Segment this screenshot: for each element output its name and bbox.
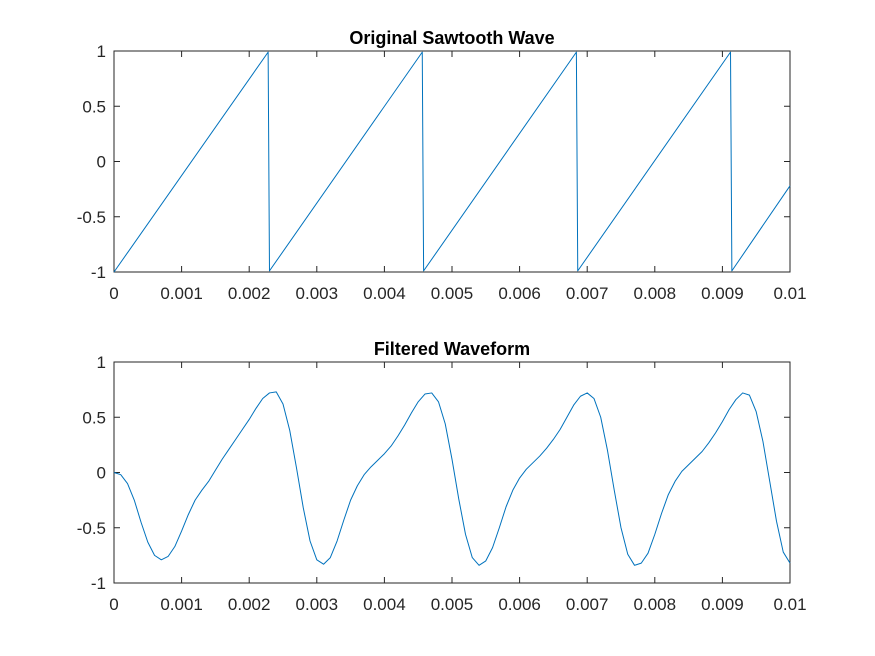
- y-tick-label: 0: [97, 153, 106, 172]
- series-line: [113, 51, 791, 273]
- x-tick-label: 0.005: [431, 284, 474, 303]
- x-tick-label: 0.007: [566, 595, 609, 614]
- chart-title: Original Sawtooth Wave: [349, 28, 554, 48]
- x-tick-label: 0.01: [773, 595, 806, 614]
- x-tick-label: 0.009: [701, 595, 744, 614]
- axes-filtered: Filtered Waveform 0 0.001 0.002 0.003 0.004 0.…: [77, 339, 807, 614]
- y-tick-label: 1: [97, 42, 106, 61]
- y-tick-label: 0: [97, 464, 106, 483]
- x-tick-label: 0.002: [228, 284, 271, 303]
- axes-box: [113, 361, 791, 584]
- axes-sawtooth: Original Sawtooth Wave 0 0.001 0.002 0.003 0.…: [77, 28, 807, 303]
- x-tick-label: 0.004: [363, 284, 406, 303]
- x-tick-label: 0.001: [160, 595, 203, 614]
- x-tick-label: 0: [109, 595, 118, 614]
- y-tick-label: -1: [91, 263, 106, 282]
- x-tick-label: 0: [109, 284, 118, 303]
- x-tick-label: 0.001: [160, 284, 203, 303]
- y-tick-label: -0.5: [77, 519, 106, 538]
- x-tick-label: 0.006: [498, 595, 541, 614]
- x-tick-label: 0.006: [498, 284, 541, 303]
- chart-title: Filtered Waveform: [374, 339, 530, 359]
- x-tick-label: 0.002: [228, 595, 271, 614]
- x-tick-label: 0.007: [566, 284, 609, 303]
- x-tick-label: 0.003: [296, 284, 339, 303]
- y-tick-label: 0.5: [82, 408, 106, 427]
- y-tick-label: -1: [91, 574, 106, 593]
- y-tick-label: -0.5: [77, 208, 106, 227]
- x-tick-label: 0.008: [634, 595, 677, 614]
- x-tick-label: 0.005: [431, 595, 474, 614]
- x-tick-label: 0.008: [634, 284, 677, 303]
- x-tick-label: 0.01: [773, 284, 806, 303]
- y-tick-label: 0.5: [82, 97, 106, 116]
- x-tick-label: 0.004: [363, 595, 406, 614]
- series-line: [113, 391, 791, 566]
- x-tick-label: 0.003: [296, 595, 339, 614]
- y-tick-label: 1: [97, 353, 106, 372]
- x-tick-label: 0.009: [701, 284, 744, 303]
- axes-box: [113, 50, 791, 273]
